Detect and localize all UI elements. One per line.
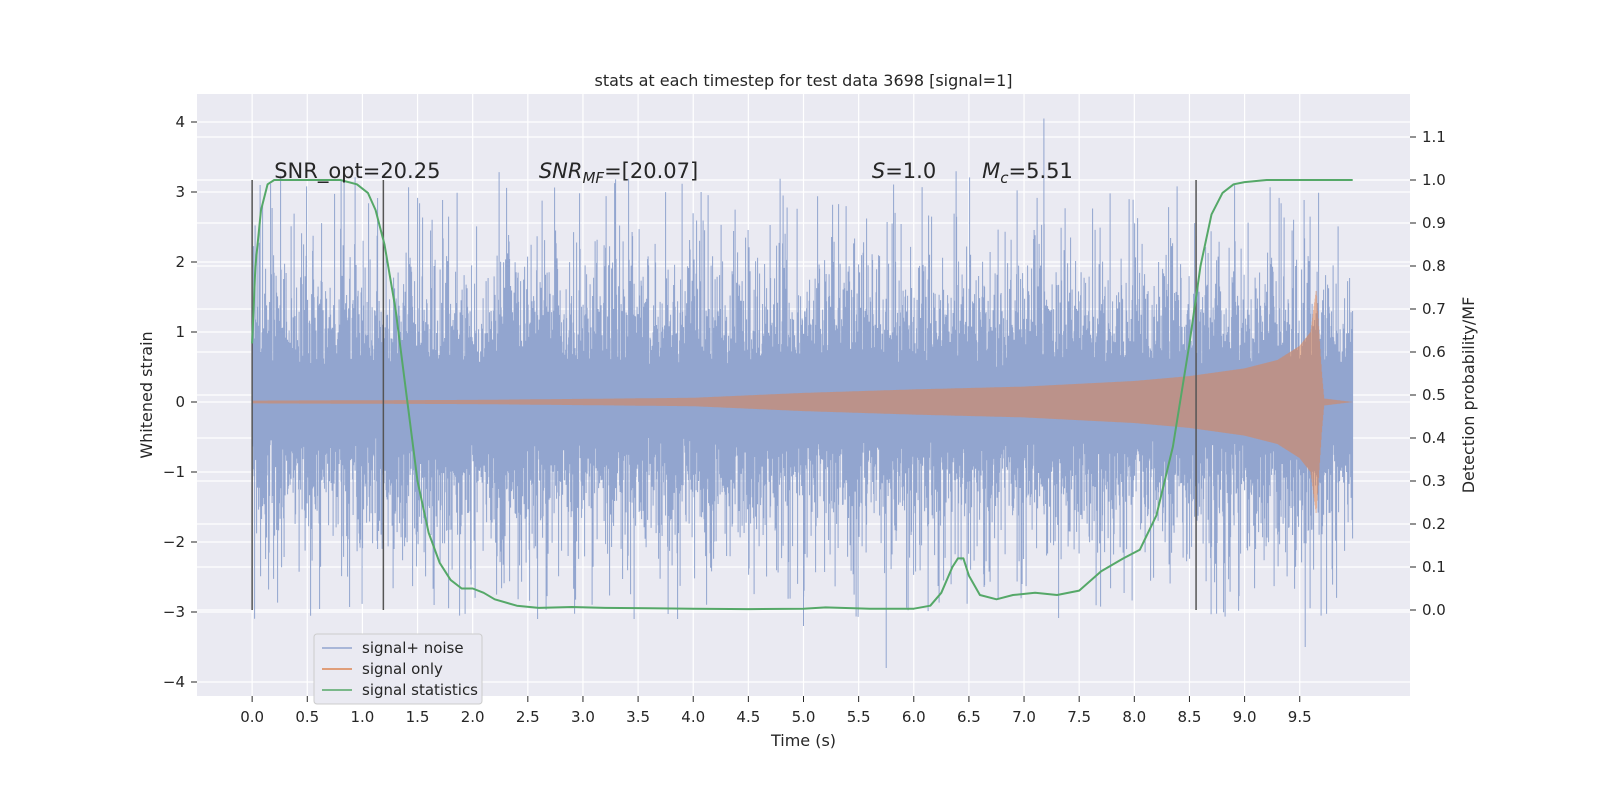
- x-tick-label: 8.5: [1178, 708, 1202, 726]
- x-tick-label: 6.5: [957, 708, 981, 726]
- x-ticks: 0.0 0.5 1.0 1.5 2.0 2.5 3.0 3.5 4.0 4.5 5.0 5.5 6.0 6…: [240, 696, 1312, 726]
- y-tick-label-right: 0.1: [1422, 558, 1446, 576]
- annotation-3: Mc=5.51: [982, 159, 1073, 187]
- y-ticks-left: −4 −3 −2 −1 0 1 2 3 4: [163, 113, 197, 691]
- x-tick-label: 7.5: [1067, 708, 1091, 726]
- y-axis-label: Whitened strain: [137, 331, 156, 458]
- x-tick-label: 0.0: [240, 708, 264, 726]
- y-tick-label: −2: [163, 533, 185, 551]
- x-tick-label: 2.5: [516, 708, 540, 726]
- x-tick-label: 1.0: [350, 708, 374, 726]
- y-tick-label: −4: [163, 673, 185, 691]
- annotation-0: SNR_opt=20.25: [274, 159, 440, 184]
- x-tick-label: 5.5: [847, 708, 871, 726]
- legend-label-signal-only: signal only: [362, 660, 443, 678]
- x-tick-label: 8.0: [1122, 708, 1146, 726]
- y-tick-label-right: 0.8: [1422, 257, 1446, 275]
- chart-title: stats at each timestep for test data 369…: [594, 71, 1012, 90]
- legend: signal+ noise signal only signal statist…: [313, 633, 483, 705]
- y-tick-label: 0: [175, 393, 185, 411]
- x-tick-label: 6.0: [902, 708, 926, 726]
- y-tick-label: 3: [175, 183, 185, 201]
- signal-statistics-line: [251, 179, 1353, 611]
- y-tick-label: 1: [175, 323, 185, 341]
- y-tick-label-right: 0.3: [1422, 472, 1446, 490]
- x-tick-label: 3.0: [571, 708, 595, 726]
- y-tick-label: −3: [163, 603, 185, 621]
- x-tick-label: 1.5: [406, 708, 430, 726]
- legend-label-signal-noise: signal+ noise: [362, 639, 464, 657]
- vertical-markers: [251, 180, 1197, 610]
- x-tick-label: 4.5: [736, 708, 760, 726]
- x-tick-label: 5.0: [792, 708, 816, 726]
- y-tick-label-right: 0.9: [1422, 214, 1446, 232]
- annotations: SNR_opt=20.25 SNRMF=[20.07] S=1.0 Mc=5.51: [274, 159, 1073, 187]
- legend-label-signal-statistics: signal statistics: [362, 681, 478, 699]
- y-tick-label: 2: [175, 253, 185, 271]
- x-tick-label: 2.0: [461, 708, 485, 726]
- y-tick-label: −1: [163, 463, 185, 481]
- x-tick-label: 9.5: [1288, 708, 1312, 726]
- x-tick-label: 0.5: [295, 708, 319, 726]
- legend-box: [313, 633, 483, 705]
- y-axis-label-right: Detection probability/MF: [1459, 297, 1478, 494]
- y-tick-label-right: 1.0: [1422, 171, 1446, 189]
- y-ticks-right: 0.0 0.1 0.2 0.3 0.4 0.5 0.6 0.7 0.8 0.9 1.0 1.1: [1410, 128, 1446, 619]
- signal-statistics-series: [251, 179, 1353, 611]
- x-tick-label: 4.0: [681, 708, 705, 726]
- x-tick-label: 3.5: [626, 708, 650, 726]
- annotation-1: SNRMF=[20.07]: [539, 159, 698, 187]
- x-tick-label: 7.0: [1012, 708, 1036, 726]
- y-tick-label-right: 0.2: [1422, 515, 1446, 533]
- y-tick-label-right: 0.6: [1422, 343, 1446, 361]
- annotation-2: S=1.0: [872, 159, 936, 183]
- y-tick-label-right: 0.4: [1422, 429, 1446, 447]
- y-tick-label-right: 1.1: [1422, 128, 1446, 146]
- x-tick-label: 9.0: [1233, 708, 1257, 726]
- x-axis-label: Time (s): [770, 731, 836, 750]
- y-tick-label-right: 0.5: [1422, 386, 1446, 404]
- y-tick-label-right: 0.7: [1422, 300, 1446, 318]
- y-tick-label-right: 0.0: [1422, 601, 1446, 619]
- y-tick-label: 4: [175, 113, 185, 131]
